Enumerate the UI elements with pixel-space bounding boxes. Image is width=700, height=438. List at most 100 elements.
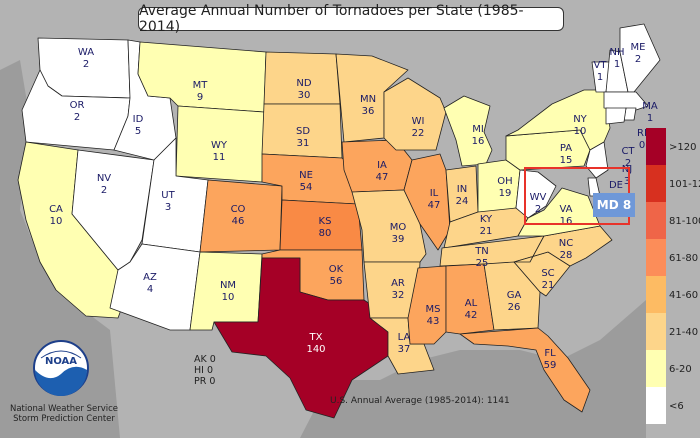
state-abbr-ga: GA — [507, 290, 522, 301]
state-abbr-ny: NY — [573, 114, 587, 125]
state-value-va: 16 — [560, 216, 573, 227]
state-abbr-tx: TX — [309, 332, 323, 343]
agency-credit: National Weather Service Storm Predictio… — [4, 404, 124, 424]
state-abbr-vt: VT — [594, 60, 608, 71]
state-abbr-ne: NE — [299, 170, 313, 181]
maryland-badge: MD 8 — [593, 193, 635, 217]
state-value-mn: 36 — [362, 106, 375, 117]
agency-line-1: National Weather Service — [9, 404, 119, 414]
state-value-sd: 31 — [297, 138, 310, 149]
state-abbr-ar: AR — [391, 278, 405, 289]
state-value-nv: 2 — [101, 185, 107, 196]
state-al — [445, 263, 495, 335]
state-value-oh: 19 — [499, 188, 512, 199]
state-value-tn: 25 — [476, 258, 489, 269]
state-abbr-mi: MI — [472, 124, 484, 135]
state-abbr-nm: NM — [220, 280, 236, 291]
legend-label: <6 — [669, 401, 684, 412]
state-abbr-ut: UT — [161, 190, 175, 201]
state-value-wy: 11 — [213, 152, 226, 163]
state-abbr-nc: NC — [559, 238, 573, 249]
state-abbr-wv: WV — [530, 192, 547, 203]
legend-swatch — [646, 128, 666, 165]
state-value-ky: 21 — [480, 226, 493, 237]
state-ct — [605, 107, 627, 125]
state-value-wa: 2 — [83, 59, 89, 70]
pacific-ocean — [0, 60, 120, 438]
state-fl — [459, 327, 591, 413]
state-value-nm: 10 — [222, 292, 235, 303]
state-value-pa: 15 — [560, 155, 573, 166]
state-wi — [383, 77, 447, 151]
legend-swatch — [646, 350, 666, 387]
state-ga — [483, 261, 541, 331]
state-value-me: 2 — [635, 54, 641, 65]
legend-label: >120 — [669, 142, 697, 153]
state-value-mo: 39 — [392, 234, 405, 245]
state-ma — [603, 91, 649, 111]
state-value-in: 24 — [456, 196, 469, 207]
state-abbr-id: ID — [133, 114, 144, 125]
legend-swatch — [646, 165, 666, 202]
territories-list: AK 0 HI 0 PR 0 — [194, 354, 216, 387]
legend-swatch — [646, 313, 666, 350]
state-abbr-co: CO — [231, 204, 246, 215]
state-abbr-nh: NH — [610, 47, 625, 58]
state-abbr-wa: WA — [78, 47, 94, 58]
state-value-ar: 32 — [392, 290, 405, 301]
state-abbr-wy: WY — [211, 140, 228, 151]
state-value-ga: 26 — [508, 302, 521, 313]
legend-swatch — [646, 387, 666, 424]
legend-label: 21-40 — [669, 327, 699, 338]
state-value-tx: 140 — [306, 344, 325, 355]
state-value-nh: 1 — [614, 59, 620, 70]
state-abbr-oh: OH — [497, 176, 512, 187]
state-abbr-la: LA — [398, 332, 411, 343]
state-abbr-mn: MN — [360, 94, 376, 105]
state-mi — [443, 95, 493, 167]
state-abbr-de: DE — [609, 180, 623, 191]
legend-label: 61-80 — [669, 253, 699, 264]
state-abbr-al: AL — [465, 298, 478, 309]
state-value-vt: 1 — [597, 72, 603, 83]
state-value-mt: 9 — [197, 92, 203, 103]
state-value-ia: 47 — [376, 172, 389, 183]
state-value-wv: 2 — [535, 204, 541, 215]
state-value-il: 47 — [428, 200, 441, 211]
state-abbr-sc: SC — [541, 268, 554, 279]
state-abbr-ks: KS — [319, 216, 332, 227]
state-value-ca: 10 — [50, 216, 63, 227]
territory-pr: PR 0 — [194, 376, 216, 387]
legend: >120 101-120 81-100 61-80 41-60 21-40 6-20 <6 — [646, 128, 700, 428]
state-value-az: 4 — [147, 284, 153, 295]
legend-swatch — [646, 239, 666, 276]
map-title: Average Annual Number of Tornadoes per S… — [138, 3, 564, 35]
state-abbr-az: AZ — [143, 272, 157, 283]
state-abbr-va: VA — [559, 204, 572, 215]
state-value-ms: 43 — [427, 316, 440, 327]
noaa-logo-icon: NOAA — [33, 340, 89, 396]
state-abbr-sd: SD — [296, 126, 310, 137]
state-value-ct: 2 — [625, 158, 631, 169]
legend-swatch — [646, 202, 666, 239]
state-abbr-nj: NJ — [622, 164, 632, 175]
state-abbr-pa: PA — [560, 143, 572, 154]
territory-ak: AK 0 — [194, 354, 216, 365]
state-value-mi: 16 — [472, 136, 485, 147]
state-oh — [477, 159, 521, 215]
noaa-logo-text: NOAA — [45, 356, 77, 367]
state-value-ut: 3 — [165, 202, 171, 213]
state-il — [403, 153, 451, 251]
gulf-atlantic — [300, 300, 646, 438]
state-ny — [505, 89, 611, 151]
state-abbr-ri: RI — [637, 128, 647, 139]
legend-label: 81-100 — [669, 216, 700, 227]
state-abbr-or: OR — [70, 100, 85, 111]
state-abbr-nv: NV — [97, 173, 111, 184]
state-value-wi: 22 — [412, 128, 425, 139]
state-value-ks: 80 — [319, 228, 332, 239]
state-abbr-fl: FL — [544, 348, 556, 359]
state-abbr-tn: TN — [474, 246, 489, 257]
